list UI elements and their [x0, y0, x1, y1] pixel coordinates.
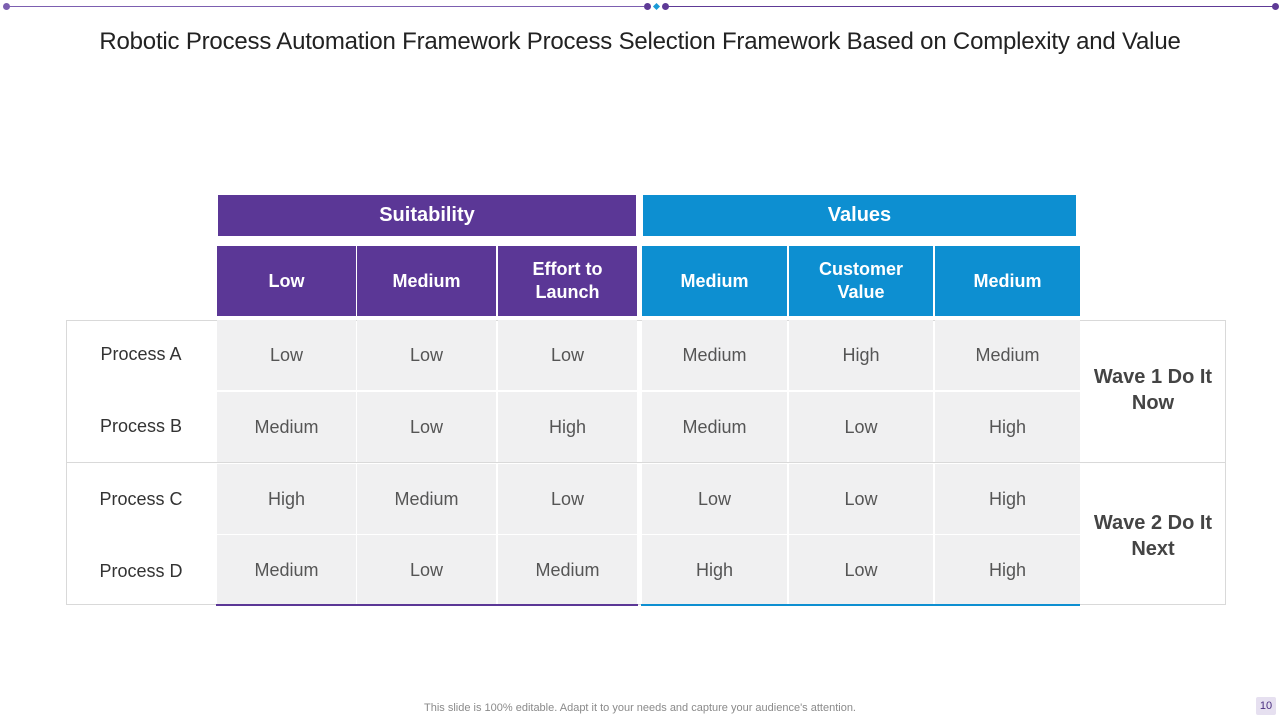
table-cell: Medium [217, 535, 356, 605]
table-cell: Medium [217, 392, 356, 462]
column-header: Low [217, 246, 356, 316]
table-cell: Medium [642, 320, 787, 390]
table-cell: Medium [357, 464, 496, 534]
group-header-values: Values [643, 195, 1076, 236]
top-divider-dot-mid-left [644, 3, 651, 10]
slide-footer-note: This slide is 100% editable. Adapt it to… [424, 702, 856, 714]
table-cell: High [498, 392, 637, 462]
table-cell: Low [498, 464, 637, 534]
top-divider-dot-left [3, 3, 10, 10]
table-cell: Low [642, 464, 787, 534]
table-cell: High [789, 320, 933, 390]
column-header: Customer Value [789, 246, 933, 316]
column-header: Medium [642, 246, 787, 316]
row-label-process-a: Process A [100, 344, 182, 364]
row-label-process-b: Process B [99, 416, 183, 436]
table-cell: High [935, 392, 1080, 462]
table-cell: Low [498, 320, 637, 390]
table-cell: Medium [935, 320, 1080, 390]
column-header: Effort to Launch [498, 246, 637, 316]
table-cell: Low [357, 320, 496, 390]
top-divider-dot-right [1272, 3, 1279, 10]
top-divider-dot-mid-right [662, 3, 669, 10]
table-cell: Low [357, 535, 496, 605]
top-divider-diamond [652, 2, 661, 11]
table-cell: Low [789, 392, 933, 462]
table-cell: Low [789, 535, 933, 605]
table-cell: High [217, 464, 356, 534]
table-cell: Low [217, 320, 356, 390]
table-cell: High [935, 464, 1080, 534]
column-header: Medium [935, 246, 1080, 316]
table-cell: High [642, 535, 787, 605]
row-label-process-c: Process C [99, 489, 183, 509]
top-divider-right [668, 6, 1276, 7]
table-cell: Medium [642, 392, 787, 462]
group-header-suitability: Suitability [218, 195, 636, 236]
suitability-underline [216, 604, 638, 606]
table-cell: Medium [498, 535, 637, 605]
column-header: Medium [357, 246, 496, 316]
table-cell: High [935, 535, 1080, 605]
top-divider-left [6, 6, 644, 7]
page-number-badge: 10 [1256, 697, 1276, 715]
table-cell: Low [357, 392, 496, 462]
table-cell: Low [789, 464, 933, 534]
wave-1-label: Wave 1 Do It Now [1093, 366, 1213, 414]
row-label-process-d: Process D [99, 561, 183, 581]
values-underline [641, 604, 1080, 606]
wave-2-label: Wave 2 Do It Next [1093, 512, 1213, 560]
slide-title: Robotic Process Automation Framework Pro… [99, 28, 1181, 55]
